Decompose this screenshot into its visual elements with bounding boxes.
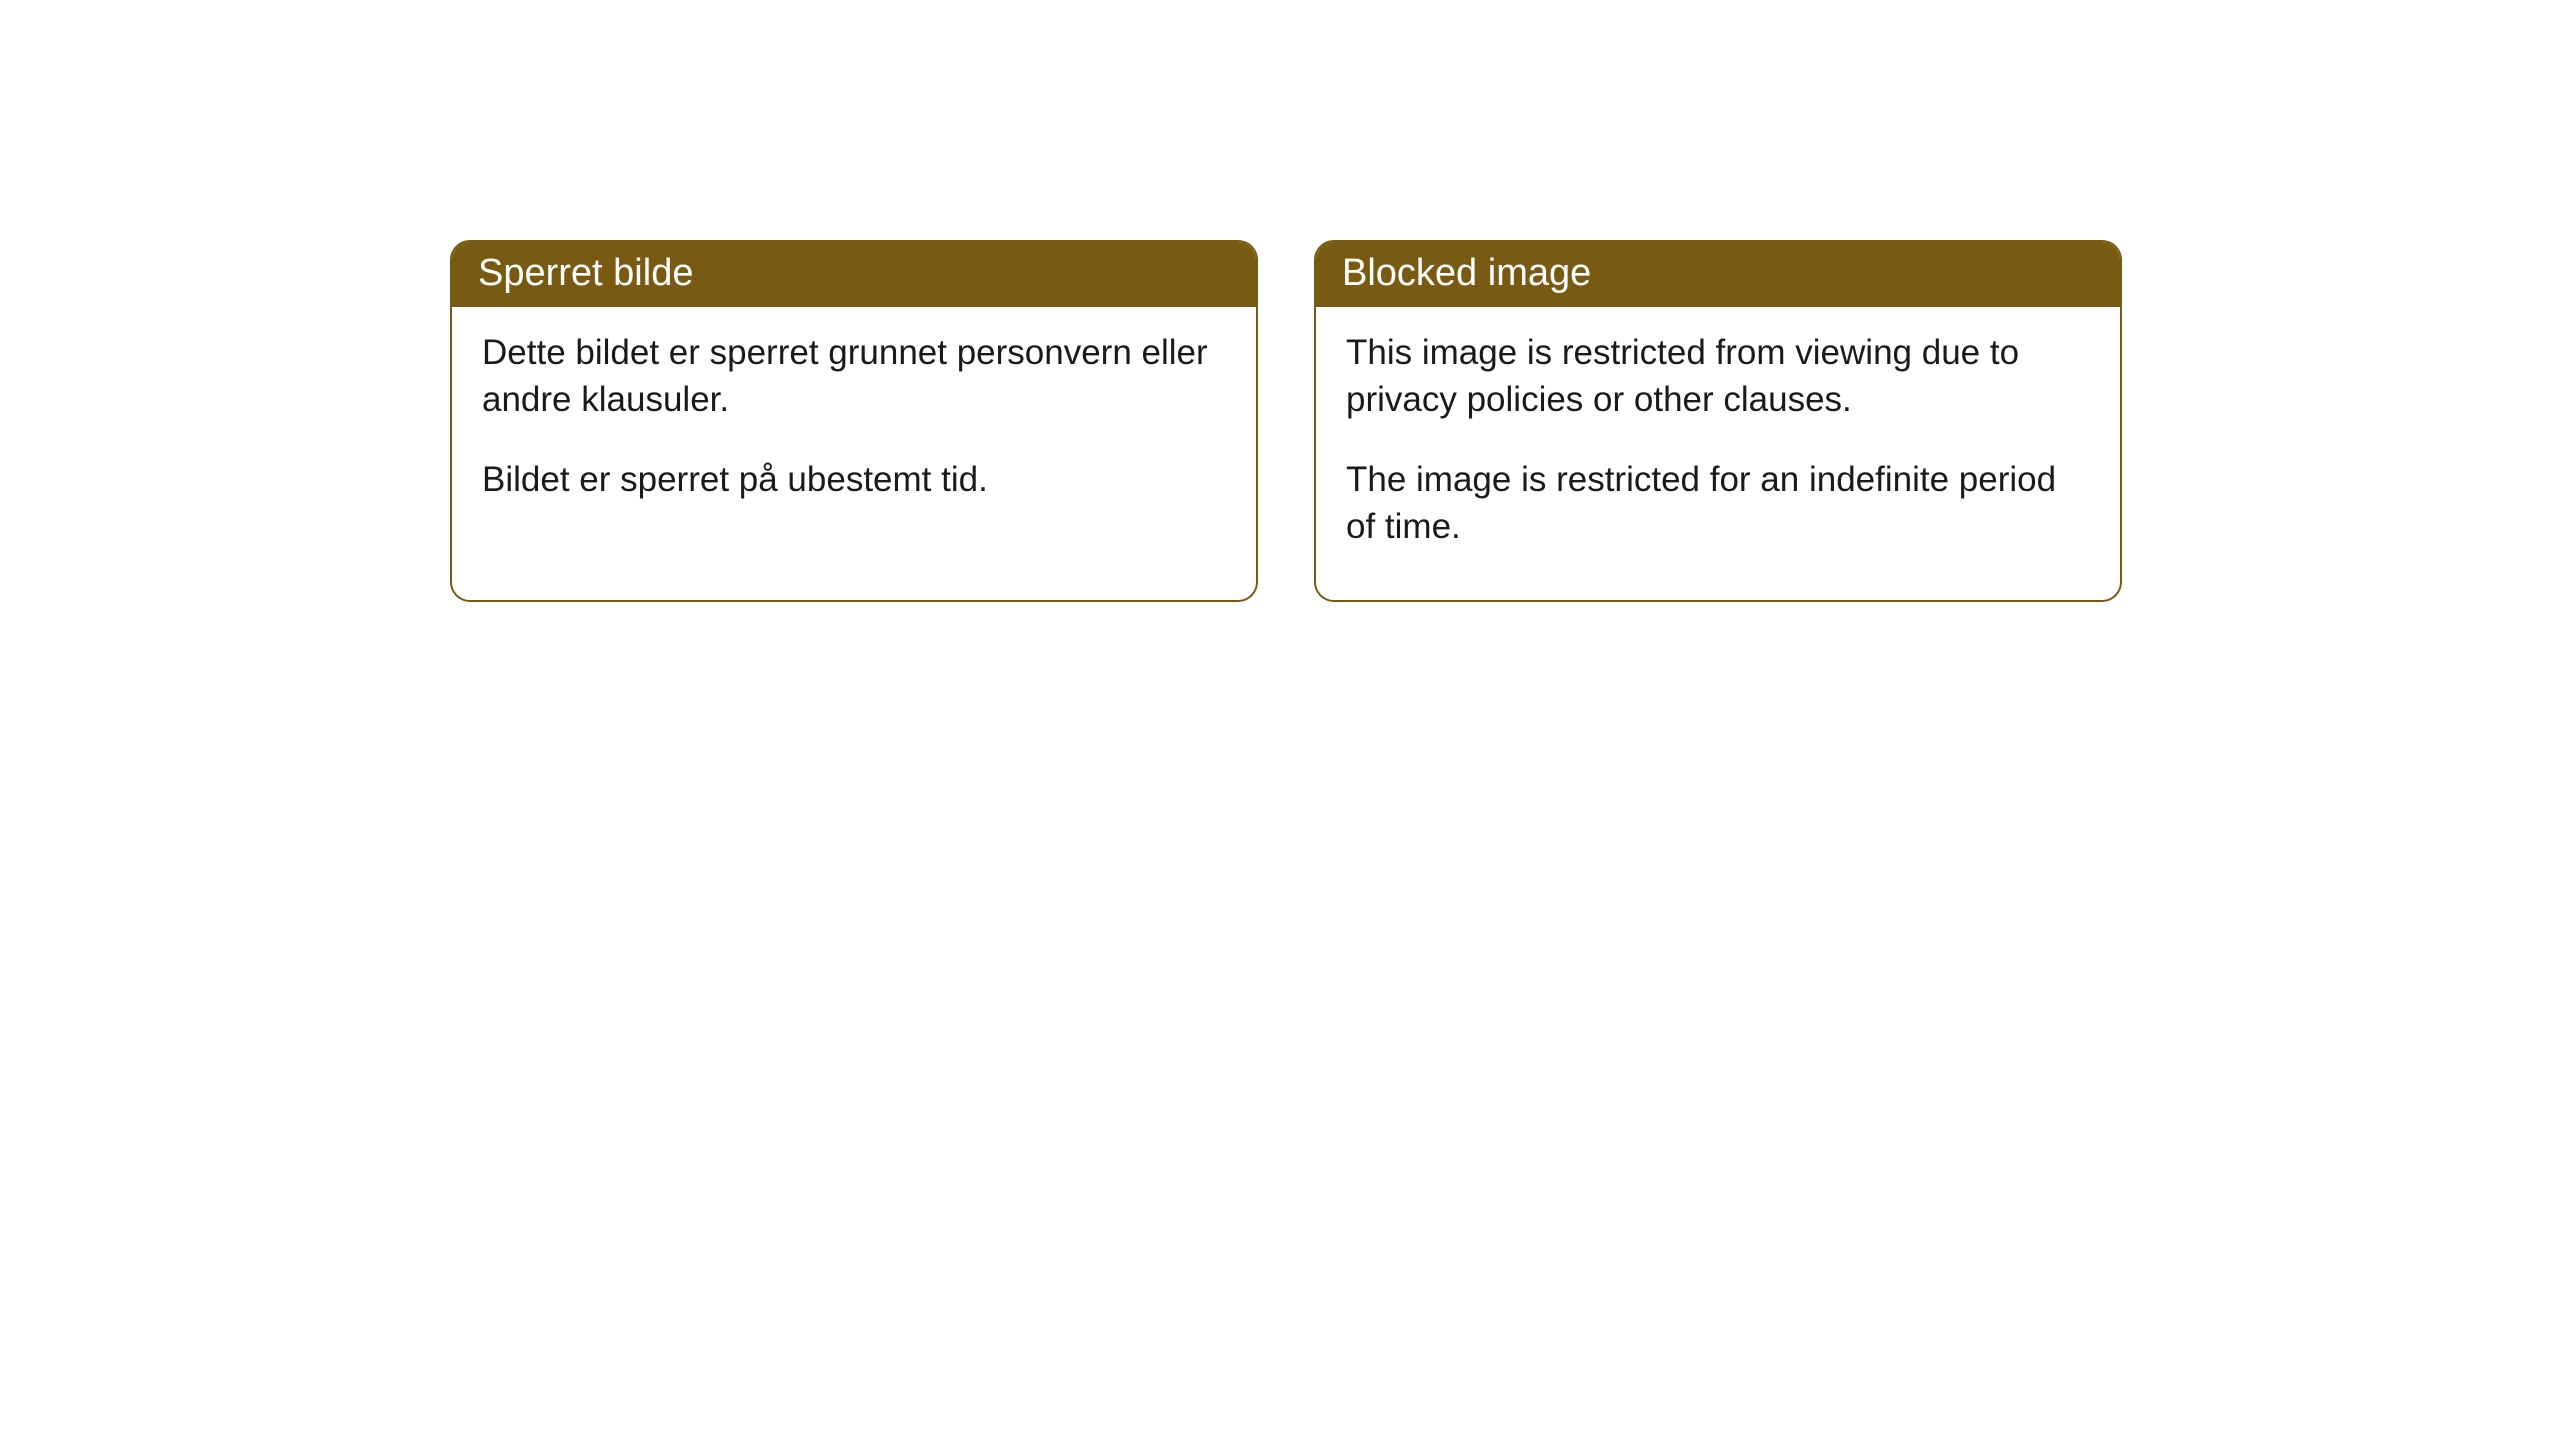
card-para1-en: This image is restricted from viewing du… [1346,329,2090,424]
card-header-no: Sperret bilde [452,242,1256,307]
card-para2-en: The image is restricted for an indefinit… [1346,456,2090,551]
card-para2-no: Bildet er sperret på ubestemt tid. [482,456,1226,503]
card-body-en: This image is restricted from viewing du… [1316,307,2120,600]
blocked-image-card-en: Blocked image This image is restricted f… [1314,240,2122,602]
card-para1-no: Dette bildet er sperret grunnet personve… [482,329,1226,424]
card-body-no: Dette bildet er sperret grunnet personve… [452,307,1256,553]
card-header-en: Blocked image [1316,242,2120,307]
card-container: Sperret bilde Dette bildet er sperret gr… [0,0,2560,602]
blocked-image-card-no: Sperret bilde Dette bildet er sperret gr… [450,240,1258,602]
